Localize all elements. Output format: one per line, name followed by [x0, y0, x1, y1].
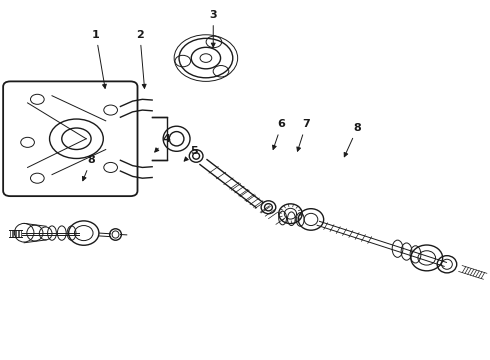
Text: 2: 2: [136, 30, 146, 88]
Text: 8: 8: [82, 155, 95, 181]
Text: 4: 4: [155, 134, 171, 152]
Text: 3: 3: [209, 10, 217, 47]
Text: 1: 1: [92, 30, 106, 88]
Text: 7: 7: [297, 120, 310, 151]
Text: 6: 6: [272, 120, 286, 149]
Text: 5: 5: [184, 146, 197, 161]
Text: 8: 8: [344, 123, 361, 157]
